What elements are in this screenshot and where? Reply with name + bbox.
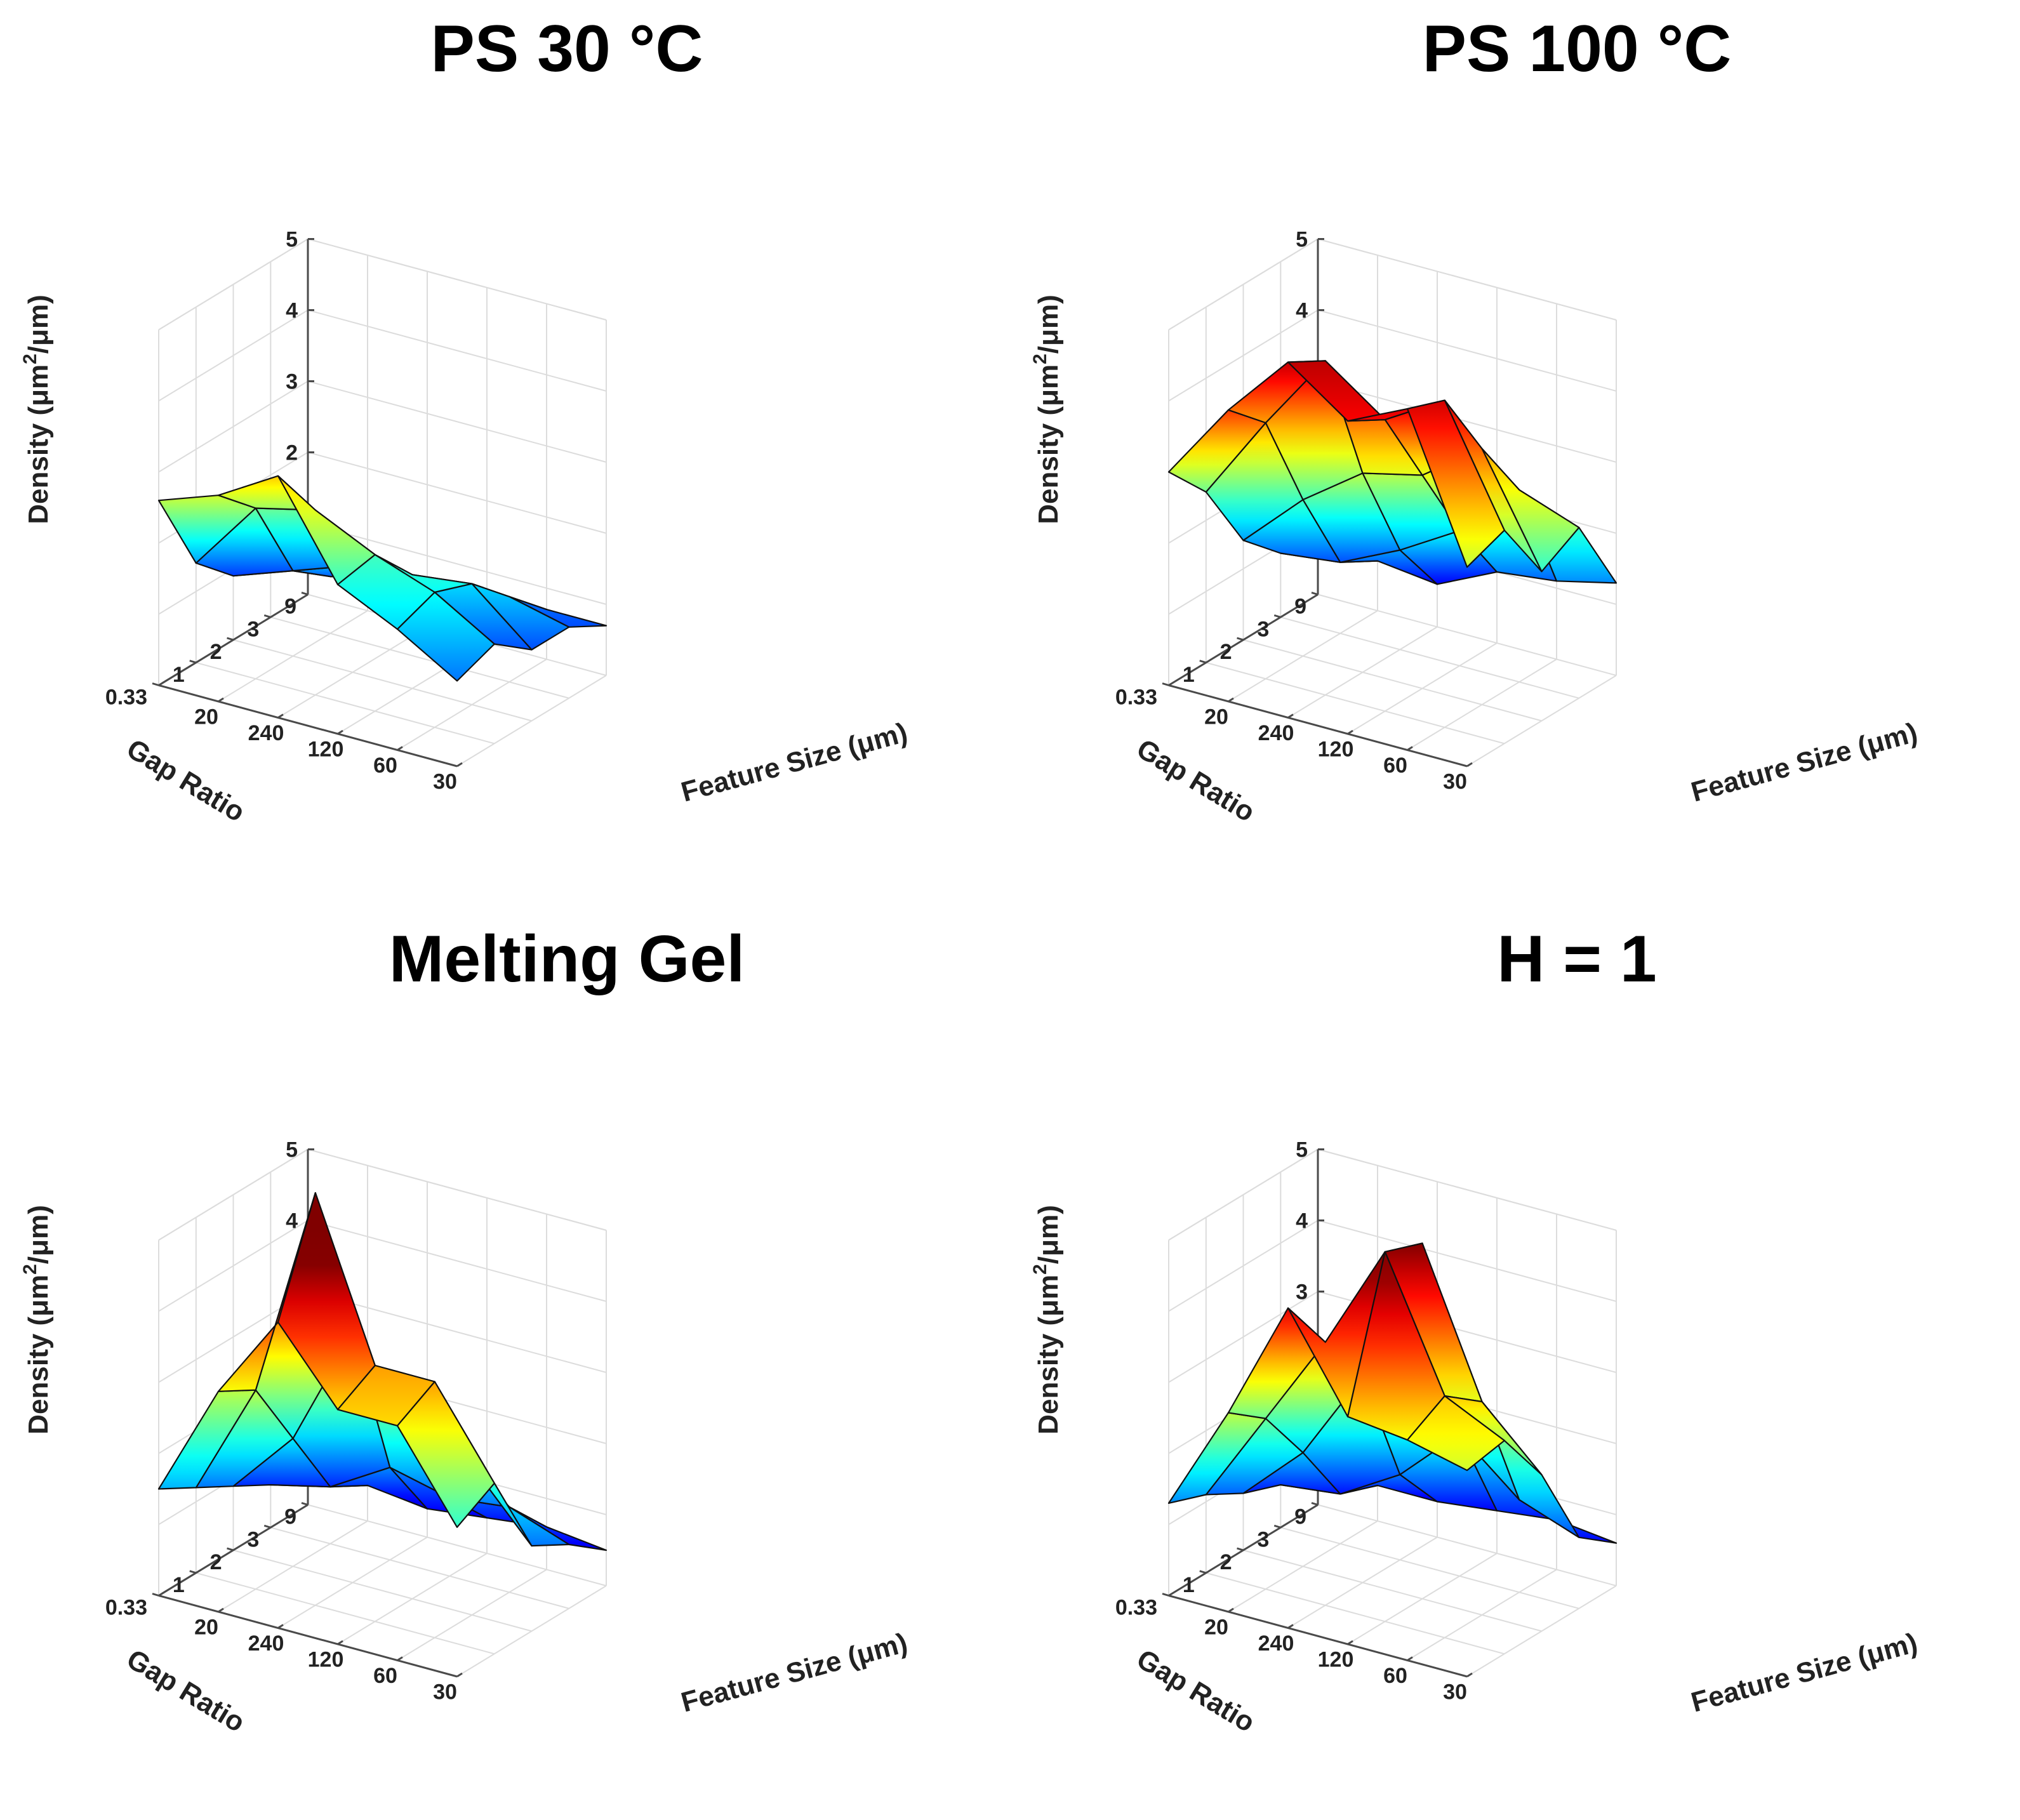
chart-title: H = 1 <box>1497 922 1656 996</box>
x-tick-label: 30 <box>1443 769 1467 794</box>
y-tick-label: 1 <box>173 663 185 687</box>
y-axis-label: Gap Ratio <box>121 1644 250 1739</box>
y-tick-label: 3 <box>247 617 259 641</box>
y-tick-label: 9 <box>1294 1505 1306 1529</box>
x-axis-label: Feature Size (μm) <box>1688 1627 1921 1718</box>
surface <box>157 475 608 682</box>
x-tick-label: 60 <box>1383 754 1407 778</box>
x-axis-label: Feature Size (μm) <box>678 1627 911 1718</box>
x-tick-label: 30 <box>433 769 457 794</box>
z-tick-label: 3 <box>286 370 298 394</box>
x-tick-label: 60 <box>373 754 397 778</box>
z-tick-label: 4 <box>286 299 298 323</box>
y-tick-label: 3 <box>1257 617 1269 641</box>
x-tick-label: 120 <box>1318 1647 1354 1671</box>
z-tick-label: 4 <box>1296 1209 1308 1233</box>
x-tick-label: 120 <box>1318 737 1354 761</box>
chart-panel-ps30: PS 30 °C3060120240200.33123912345Feature… <box>0 0 1010 910</box>
y-tick-label: 9 <box>1294 595 1306 619</box>
y-tick-label: 2 <box>210 640 222 664</box>
axes-grid <box>158 1148 607 1677</box>
z-tick-label: 2 <box>286 441 298 465</box>
surface-chart-svg: Melting Gel3060120240200.33123912345Feat… <box>20 922 911 1739</box>
y-tick-label: 1 <box>1183 663 1195 687</box>
chart-title: PS 100 °C <box>1423 12 1732 86</box>
x-tick-label: 240 <box>248 1631 284 1656</box>
chart-panel-melting-gel: Melting Gel3060120240200.33123912345Feat… <box>0 910 1010 1820</box>
x-tick-label: 240 <box>1258 1631 1294 1656</box>
x-tick-label: 20 <box>194 705 218 729</box>
surface-patch <box>1406 399 1505 568</box>
surface <box>157 1192 608 1551</box>
y-axis-label: Gap Ratio <box>1131 733 1260 828</box>
y-tick-label: 3 <box>1257 1527 1269 1551</box>
z-tick-label: 3 <box>1296 1280 1308 1305</box>
y-tick-label: 2 <box>210 1550 222 1574</box>
y-tick-label: 0.33 <box>105 1596 147 1620</box>
z-axis-label: Density (μm2/μm) <box>1030 1205 1064 1434</box>
y-tick-label: 2 <box>1220 1550 1232 1574</box>
y-tick-label: 9 <box>284 595 296 619</box>
z-tick-label: 5 <box>286 1138 298 1162</box>
z-tick-label: 5 <box>286 228 298 252</box>
surface <box>1167 1242 1618 1544</box>
y-tick-label: 1 <box>173 1573 185 1597</box>
chart-panel-ps100: PS 100 °C3060120240200.33123912345Featur… <box>1010 0 2020 910</box>
y-tick-label: 1 <box>1183 1573 1195 1597</box>
x-tick-label: 20 <box>1204 1615 1228 1639</box>
y-tick-label: 9 <box>284 1505 296 1529</box>
z-tick-label: 5 <box>1296 228 1308 252</box>
x-axis-label: Feature Size (μm) <box>1688 717 1921 807</box>
z-tick-label: 4 <box>1296 299 1308 323</box>
surface-patch <box>396 591 495 682</box>
z-axis-label: Density (μm2/μm) <box>20 1205 54 1434</box>
surface-chart-svg: PS 30 °C3060120240200.33123912345Feature… <box>20 12 911 828</box>
chart-title: Melting Gel <box>389 922 745 996</box>
surface <box>1167 360 1618 585</box>
surface-patch <box>396 1381 495 1528</box>
y-tick-label: 2 <box>1220 640 1232 664</box>
x-tick-label: 30 <box>1443 1680 1467 1704</box>
chart-title: PS 30 °C <box>431 12 703 86</box>
y-tick-label: 3 <box>247 1527 259 1551</box>
y-axis-label: Gap Ratio <box>121 733 250 828</box>
y-axis-label: Gap Ratio <box>1131 1644 1260 1739</box>
x-tick-label: 20 <box>194 1615 218 1639</box>
x-tick-label: 60 <box>1383 1664 1407 1688</box>
x-axis-label: Feature Size (μm) <box>678 717 911 807</box>
y-tick-label: 0.33 <box>1115 1596 1157 1620</box>
z-tick-label: 5 <box>1296 1138 1308 1162</box>
x-tick-label: 120 <box>308 1647 344 1671</box>
y-tick-label: 0.33 <box>1115 686 1157 710</box>
z-axis-label: Density (μm2/μm) <box>1030 295 1064 524</box>
z-axis-label: Density (μm2/μm) <box>20 295 54 524</box>
x-tick-label: 60 <box>373 1664 397 1688</box>
x-tick-label: 240 <box>248 721 284 745</box>
surface-patch <box>1406 1395 1505 1471</box>
x-tick-label: 240 <box>1258 721 1294 745</box>
y-tick-label: 0.33 <box>105 686 147 710</box>
z-tick-label: 4 <box>286 1209 298 1233</box>
x-tick-label: 20 <box>1204 705 1228 729</box>
x-tick-label: 120 <box>308 737 344 761</box>
x-tick-label: 30 <box>433 1680 457 1704</box>
surface-chart-svg: PS 100 °C3060120240200.33123912345Featur… <box>1030 12 1921 828</box>
